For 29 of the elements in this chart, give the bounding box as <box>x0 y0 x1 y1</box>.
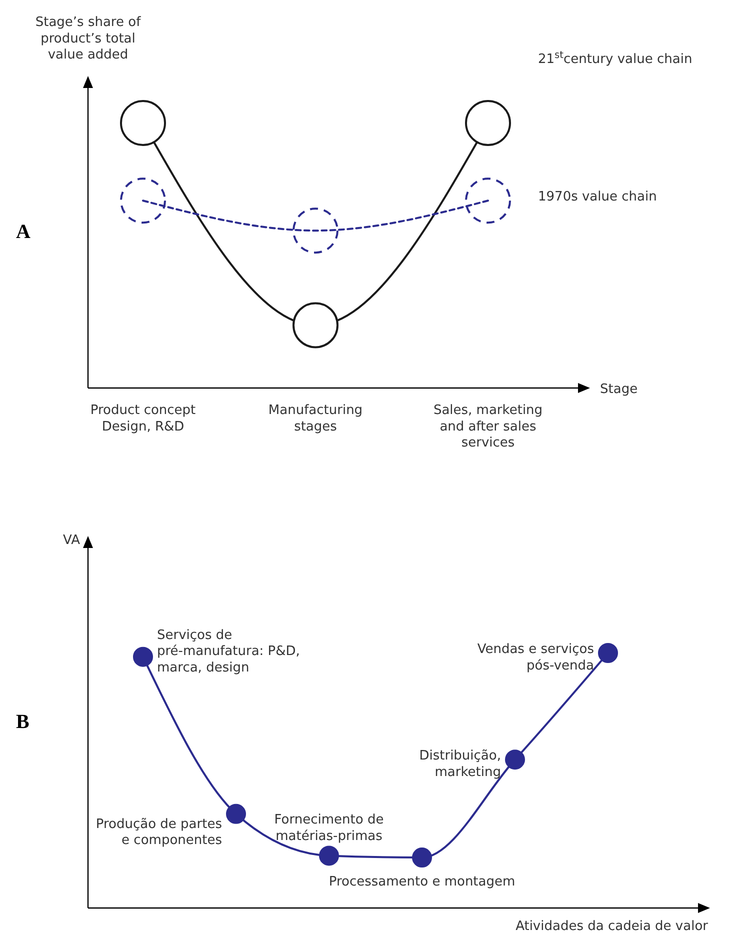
y-axis-title: Stage’s share of product’s total value added <box>35 15 142 62</box>
x-tick-label: Product concept Design, R&D <box>90 403 196 434</box>
text: 21$^{st}$century value chain <box>538 50 692 67</box>
point <box>120 178 166 224</box>
x-axis-title: Atividades da cadeia de valor <box>516 919 709 934</box>
point <box>120 100 166 146</box>
point <box>505 750 525 770</box>
point <box>292 208 338 254</box>
x-axis-title: Stage <box>600 382 638 397</box>
point <box>412 848 432 868</box>
text: 1970s value chain <box>538 190 657 205</box>
annotation: Processamento e montagem <box>328 874 516 890</box>
point <box>226 804 246 824</box>
x-tick-label: Manufacturing stages <box>268 403 363 434</box>
x-tick-label: Sales, marketing and after sales services <box>433 403 543 450</box>
annotation: Fornecimento de matérias-primas <box>274 812 384 844</box>
point <box>465 100 511 146</box>
annotation: Produção de partes e componentes <box>96 816 222 848</box>
text: B <box>16 711 30 733</box>
point <box>598 643 618 663</box>
annotation: Serviços de pré-manufatura: P&D, marca, design <box>157 628 300 676</box>
annotation: Vendas e serviços pós-venda <box>477 642 594 674</box>
point <box>133 646 153 667</box>
point <box>465 178 511 224</box>
y-axis-title: VA <box>63 533 80 548</box>
text: A <box>16 221 31 243</box>
annotation: Distribuição, marketing <box>419 748 501 780</box>
point <box>292 302 338 348</box>
point <box>319 846 339 866</box>
